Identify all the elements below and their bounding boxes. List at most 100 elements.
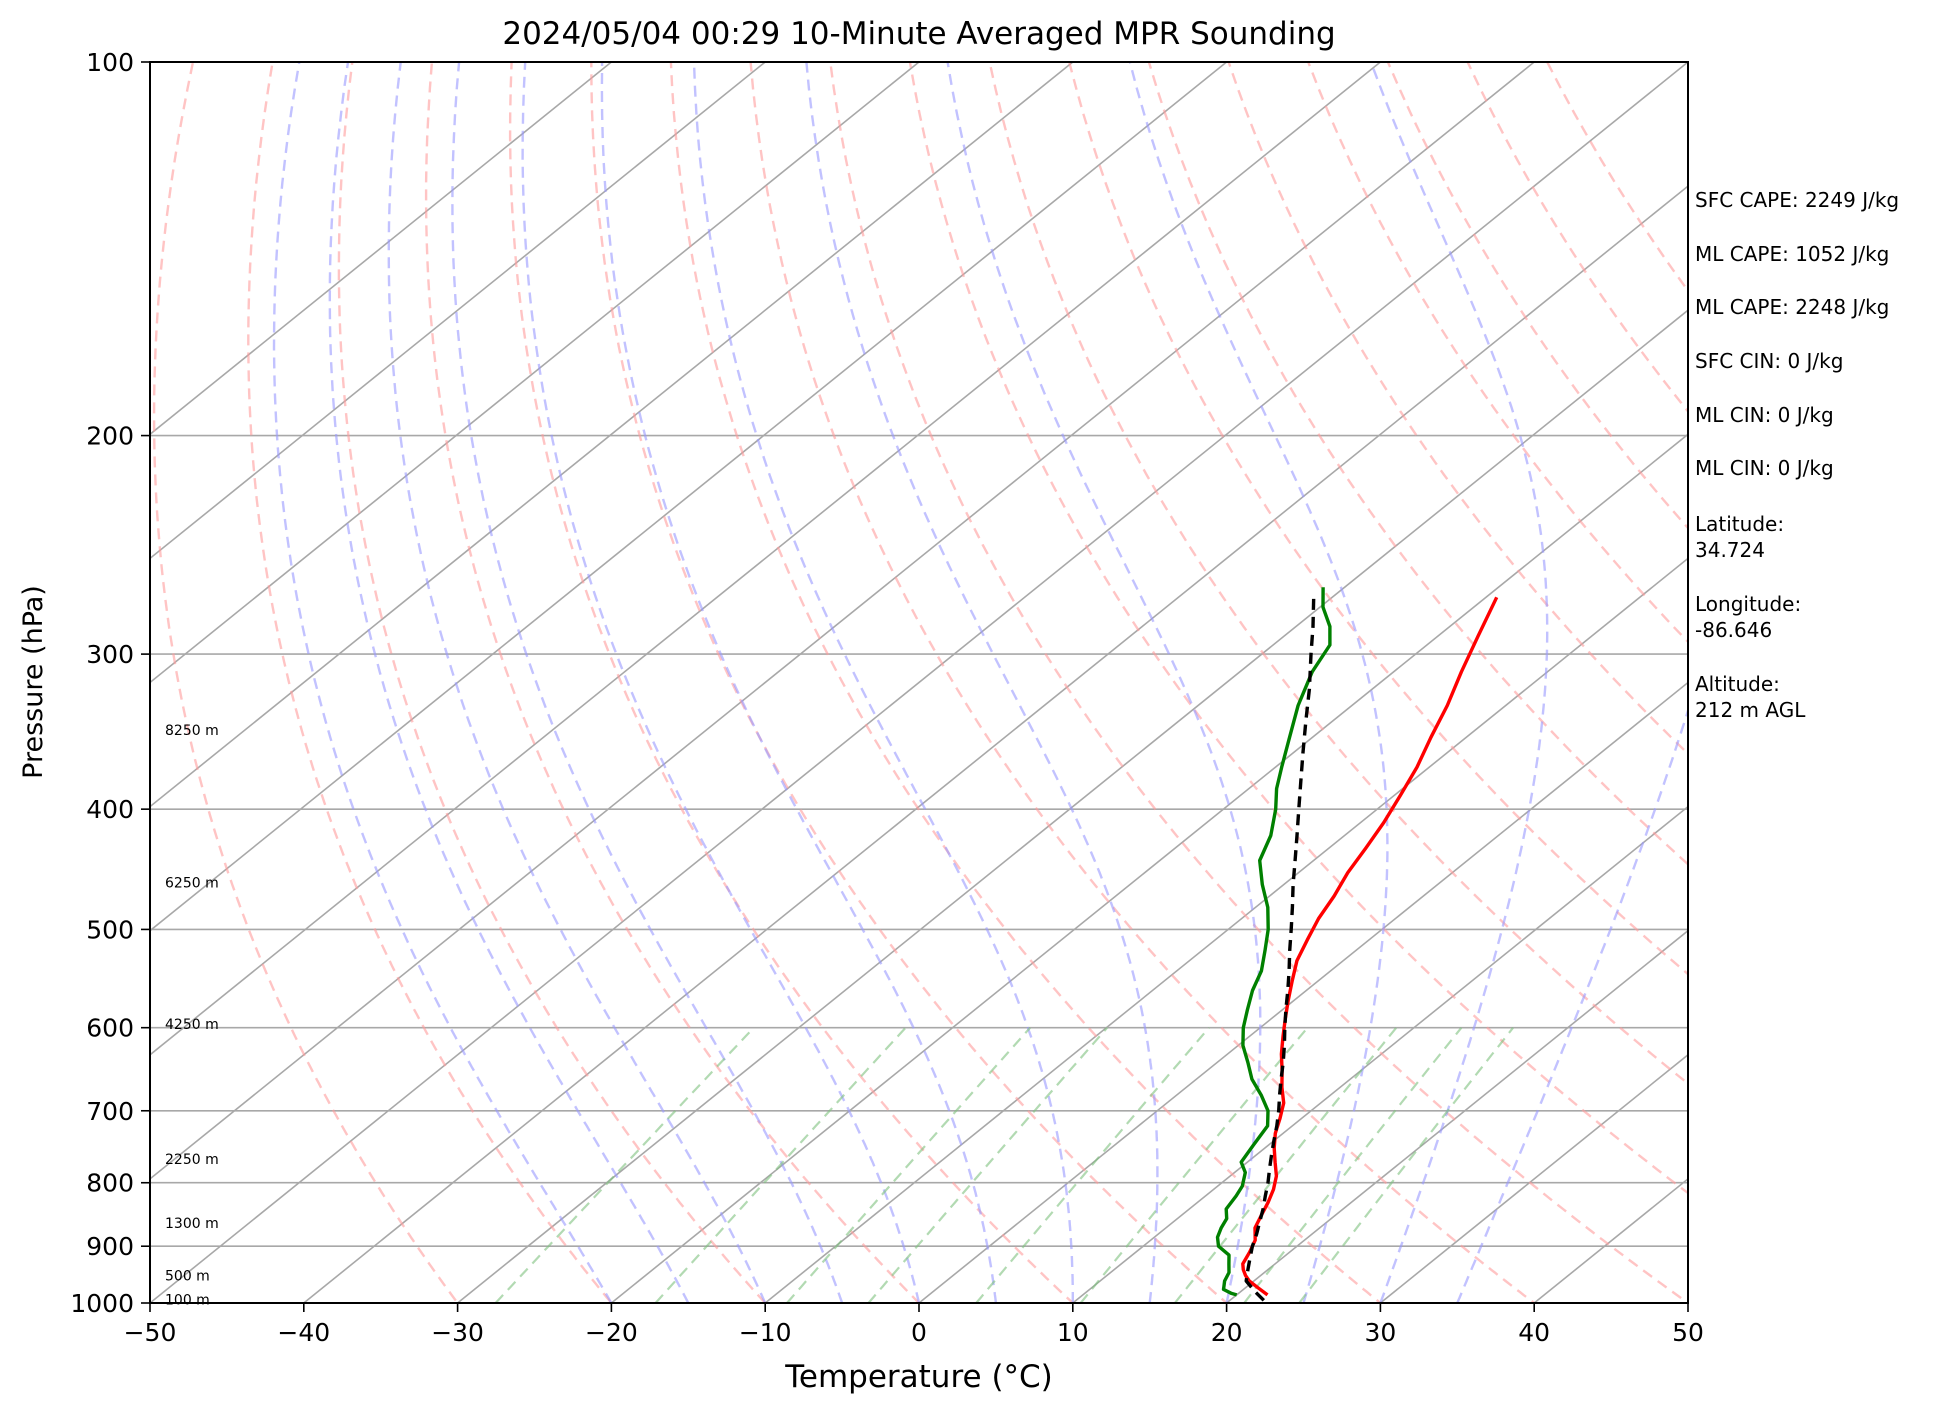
x-tick-label: −30 (431, 1318, 484, 1347)
x-tick-label: 50 (1672, 1318, 1704, 1347)
altitude-label: Altitude: (1695, 672, 1780, 696)
x-tick-label: −20 (585, 1318, 638, 1347)
ml-cin-text: ML CIN: 0 J/kg (1695, 403, 1834, 427)
sfc-cape-text: SFC CAPE: 2249 J/kg (1695, 188, 1900, 212)
parcel-profile (1244, 597, 1316, 1302)
longitude-label: Longitude: (1695, 592, 1802, 616)
y-tick-label: 1000 (70, 1289, 134, 1318)
y-tick-label: 100 (86, 48, 134, 77)
dry-adiabat-line (1306, 62, 1688, 644)
x-axis-ticks: −50 −40 −30 −20 −10 0 10 20 30 40 50 (124, 1303, 1704, 1347)
chart-title: 2024/05/04 00:29 10-Minute Averaged MPR … (502, 16, 1335, 52)
x-tick-label: 30 (1364, 1318, 1396, 1347)
dry-adiabat-line (1067, 62, 1688, 976)
mixing-ratio-line (1298, 1027, 1514, 1303)
x-tick-label: −10 (739, 1318, 792, 1347)
moist-adiabat-line (387, 62, 767, 1303)
height-label: 100 m (165, 1292, 210, 1308)
x-tick-label: 10 (1057, 1318, 1089, 1347)
height-label: 4250 m (165, 1017, 219, 1033)
dry-adiabat-line (669, 62, 1383, 1303)
data-series (1215, 587, 1499, 1302)
y-tick-label: 400 (86, 795, 134, 824)
isotherm-line (150, 62, 1688, 1303)
y-tick-label: 200 (86, 422, 134, 451)
mixing-ratio-line (494, 1026, 755, 1303)
y-tick-label: 300 (86, 640, 134, 669)
dry-adiabat-line (829, 62, 1688, 1303)
y-axis-ticks: 100 200 300 400 500 600 700 800 900 1000 (70, 48, 150, 1318)
dry-adiabat-line (1386, 62, 1688, 530)
height-label: 6250 m (165, 875, 219, 891)
x-tick-label: −50 (124, 1318, 177, 1347)
y-axis-label: Pressure (hPa) (18, 585, 49, 779)
ml-cape-text-2: ML CAPE: 2248 J/kg (1695, 295, 1890, 319)
moist-adiabat-line (272, 62, 613, 1303)
isotherm-line (1071, 805, 1688, 1303)
ml-cape-text: ML CAPE: 1052 J/kg (1695, 242, 1890, 266)
dry-adiabat-line (590, 62, 1229, 1303)
moist-adiabat-line (328, 62, 690, 1303)
dry-adiabat-line (508, 62, 1075, 1303)
x-tick-label: 40 (1518, 1318, 1550, 1347)
y-tick-label: 900 (86, 1232, 134, 1261)
height-labels: 100 m 500 m 1300 m 2250 m 4250 m 6250 m 8250 m (165, 723, 219, 1308)
isotherm-line (150, 62, 1382, 1056)
height-label: 500 m (165, 1268, 210, 1284)
moist-adiabat-line (805, 62, 1159, 1303)
latitude-value: 34.724 (1695, 538, 1765, 562)
dry-adiabat-line (247, 62, 613, 1303)
dry-adiabat-line (424, 62, 921, 1303)
mixing-ratio-line (786, 1026, 1032, 1303)
dry-adiabat-line (988, 62, 1688, 1086)
x-tick-label: −40 (277, 1318, 330, 1347)
y-tick-label: 800 (86, 1169, 134, 1198)
latitude-label: Latitude: (1695, 512, 1785, 536)
y-tick-label: 700 (86, 1097, 134, 1126)
isotherm-line (150, 62, 1536, 1180)
isotherm-line (456, 309, 1688, 1303)
temperature-profile (1241, 596, 1499, 1297)
longitude-value: -86.646 (1695, 618, 1773, 642)
x-tick-label: 20 (1211, 1318, 1243, 1347)
height-label: 1300 m (165, 1216, 219, 1232)
mixing-ratio-line (1174, 1027, 1398, 1303)
sfc-cin-text: SFC CIN: 0 J/kg (1695, 349, 1844, 373)
isotherm-line (610, 433, 1688, 1303)
isotherm-line (917, 681, 1688, 1303)
isotherm-line (150, 62, 613, 436)
y-tick-label: 500 (86, 915, 134, 944)
isotherm-line (150, 62, 767, 560)
height-label: 8250 m (165, 723, 219, 739)
dry-adiabat-line (152, 62, 460, 1303)
moist-adiabat-line (521, 62, 921, 1303)
x-tick-label: 0 (911, 1318, 927, 1347)
dry-adiabat-line (749, 62, 1537, 1303)
moist-adiabat-line (692, 62, 1074, 1303)
moist-adiabat-line (1369, 62, 1549, 1303)
isotherm-line (1379, 1053, 1688, 1303)
mixing-ratio-line (654, 1026, 907, 1303)
mixing-ratio-line (867, 1026, 1109, 1303)
mixing-ratio-line (1079, 1026, 1309, 1303)
dewpoint-profile (1215, 587, 1332, 1297)
isotherm-line (763, 557, 1688, 1303)
dry-adiabat-line (337, 62, 767, 1303)
x-axis-label: Temperature (°C) (784, 1359, 1053, 1395)
moist-adiabat-line (451, 62, 844, 1303)
isotherm-line (150, 62, 921, 684)
y-tick-label: 600 (86, 1014, 134, 1043)
dry-adiabat-line (908, 62, 1688, 1195)
isotherm-line (150, 62, 1228, 932)
isotherm-line (150, 62, 1075, 808)
moist-adiabat-line (1456, 62, 1688, 1303)
altitude-value: 212 m AGL (1695, 698, 1806, 722)
mixing-ratio-line (1243, 1027, 1463, 1303)
background-lines (150, 62, 1688, 1303)
moist-adiabat-line (600, 62, 998, 1303)
mixing-ratio-line (975, 1026, 1210, 1303)
isotherm-line (302, 185, 1688, 1303)
moist-adiabat-line (946, 62, 1262, 1303)
ml-cin-text-2: ML CIN: 0 J/kg (1695, 456, 1834, 480)
